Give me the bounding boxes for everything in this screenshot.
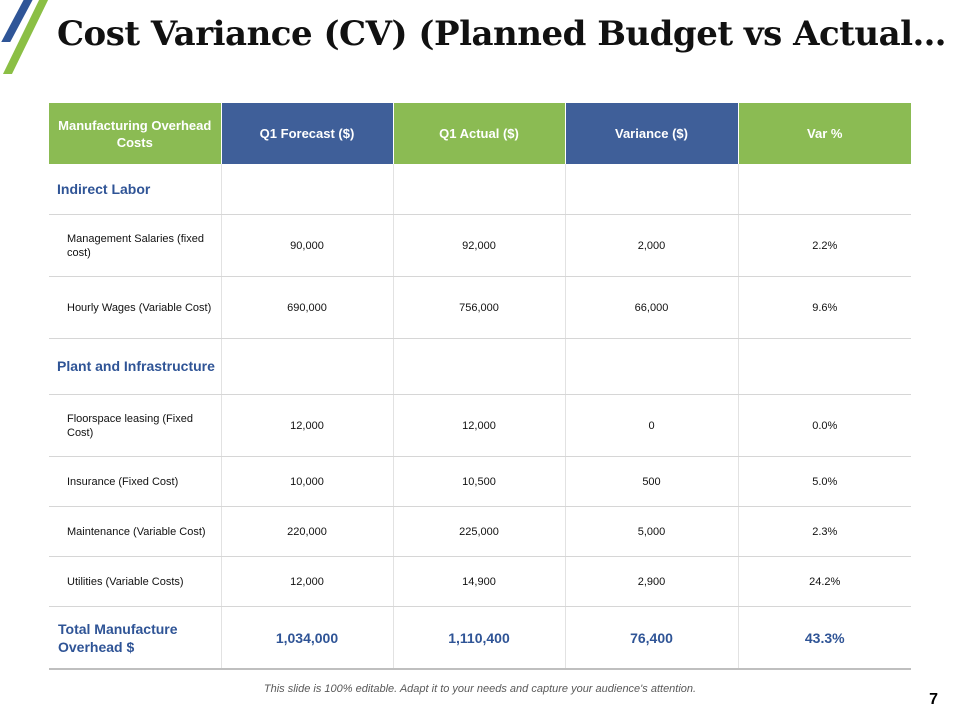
page-number: 7 [929,691,938,708]
table-row: Maintenance (Variable Cost) 220,000 225,… [49,506,911,557]
var-percent-cell: 5.0% [737,456,911,507]
variance-cell: 5,000 [564,506,738,557]
variance-cell: 2,900 [564,556,738,607]
header-q1-actual: Q1 Actual ($) [393,103,565,164]
header-q1-forecast: Q1 Forecast ($) [220,103,394,164]
var-percent-cell: 2.2% [737,214,911,277]
forecast-cell: 12,000 [220,556,393,607]
table-header-row: Manufacturing Overhead Costs Q1 Forecast… [49,103,911,164]
var-percent-cell: 9.6% [737,276,911,339]
forecast-cell: 10,000 [220,456,393,507]
section-row-plant-infrastructure: Plant and Infrastructure [49,338,911,395]
variance-cell: 2,000 [564,214,738,277]
forecast-cell: 690,000 [220,276,393,339]
total-forecast: 1,034,000 [220,606,393,670]
table-row: Utilities (Variable Costs) 12,000 14,900… [49,556,911,607]
variance-cell: 0 [564,394,738,457]
actual-cell: 225,000 [392,506,565,557]
total-label: Total Manufacture Overhead $ [49,606,221,670]
table-row: Floorspace leasing (Fixed Cost) 12,000 1… [49,394,911,457]
var-percent-cell: 24.2% [737,556,911,607]
row-label: Hourly Wages (Variable Cost) [49,276,221,339]
forecast-cell: 12,000 [220,394,393,457]
section-row-indirect-labor: Indirect Labor [49,164,911,215]
section-label: Indirect Labor [49,164,221,215]
actual-cell: 10,500 [392,456,565,507]
footer-note: This slide is 100% editable. Adapt it to… [263,683,697,695]
forecast-cell: 90,000 [220,214,393,277]
total-var-percent: 43.3% [737,606,911,670]
table-row: Insurance (Fixed Cost) 10,000 10,500 500… [49,456,911,507]
variance-cell: 66,000 [564,276,738,339]
header-variance: Variance ($) [564,103,739,164]
actual-cell: 92,000 [392,214,565,277]
actual-cell: 14,900 [392,556,565,607]
row-label: Maintenance (Variable Cost) [49,506,221,557]
section-label: Plant and Infrastructure [49,338,221,395]
table-row: Hourly Wages (Variable Cost) 690,000 756… [49,276,911,339]
var-percent-cell: 2.3% [737,506,911,557]
row-label: Utilities (Variable Costs) [49,556,221,607]
slide-title: Cost Variance (CV) (Planned Budget vs Ac… [57,14,947,54]
table-row: Management Salaries (fixed cost) 90,000 … [49,214,911,277]
forecast-cell: 220,000 [220,506,393,557]
row-label: Management Salaries (fixed cost) [49,214,221,277]
row-label: Floorspace leasing (Fixed Cost) [49,394,221,457]
variance-cell: 500 [564,456,738,507]
actual-cell: 756,000 [392,276,565,339]
var-percent-cell: 0.0% [737,394,911,457]
total-variance: 76,400 [564,606,738,670]
header-var-percent: Var % [738,103,911,164]
total-row: Total Manufacture Overhead $ 1,034,000 1… [49,606,911,670]
total-actual: 1,110,400 [392,606,565,670]
header-cost-category: Manufacturing Overhead Costs [49,103,221,164]
row-label: Insurance (Fixed Cost) [49,456,221,507]
cost-variance-table: Manufacturing Overhead Costs Q1 Forecast… [49,103,911,670]
actual-cell: 12,000 [392,394,565,457]
